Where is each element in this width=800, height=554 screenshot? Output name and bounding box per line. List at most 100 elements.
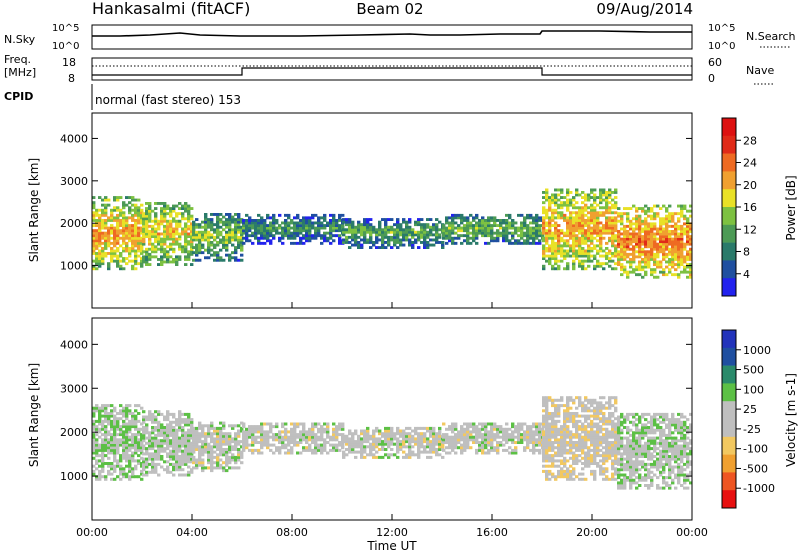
power-echo-cell — [338, 239, 342, 243]
power-echo-cell — [154, 245, 158, 249]
power-echo-cell — [151, 219, 155, 223]
power-echo-cell — [605, 208, 609, 212]
power-echo-cell — [538, 239, 542, 243]
power-echo-cell — [632, 204, 636, 208]
power-echo-cell — [375, 230, 379, 234]
velocity-echo-cell — [563, 472, 567, 476]
velocity-echo-cell — [181, 457, 185, 461]
power-echo-cell — [293, 234, 297, 238]
velocity-echo-cell — [326, 425, 330, 429]
velocity-echo-cell — [122, 454, 126, 458]
power-echo-cell — [98, 229, 102, 233]
velocity-echo-cell — [323, 427, 327, 431]
power-echo-cell — [342, 218, 346, 221]
power-echo-cell — [245, 219, 249, 222]
power-echo-cell — [222, 235, 226, 239]
power-echo-cell — [602, 254, 606, 258]
velocity-echo-cell — [542, 451, 546, 455]
velocity-echo-cell — [166, 470, 170, 474]
cpid-mode-text: normal (fast stereo) 153 — [95, 93, 241, 107]
power-echo-cell — [650, 214, 654, 218]
velocity-echo-cell — [423, 445, 427, 449]
power-echo-cell — [590, 229, 594, 233]
power-echo-cell — [154, 237, 158, 241]
power-echo-cell — [157, 232, 161, 236]
power-echo-cell — [566, 249, 570, 253]
velocity-echo-cell — [134, 464, 138, 468]
power-echo-cell — [160, 214, 164, 218]
velocity-echo-cell — [125, 427, 129, 431]
velocity-echo-cell — [529, 441, 533, 444]
velocity-echo-cell — [169, 426, 173, 429]
velocity-echo-cell — [181, 462, 185, 466]
power-echo-cell — [122, 236, 126, 240]
power-echo-cell — [632, 252, 636, 256]
velocity-echo-cell — [581, 438, 585, 442]
velocity-echo-cell — [119, 409, 123, 413]
velocity-echo-cell — [231, 424, 235, 428]
power-ylabel: Slant Range [km] — [27, 158, 41, 262]
velocity-echo-cell — [201, 426, 205, 430]
velocity-echo-cell — [314, 443, 318, 447]
velocity-echo-cell — [584, 451, 588, 455]
velocity-echo-cell — [538, 438, 542, 442]
power-echo-cell — [357, 225, 361, 229]
power-echo-cell — [399, 230, 403, 234]
power-colorbar-tick-label: 28 — [743, 134, 757, 147]
velocity-echo-cell — [602, 451, 606, 455]
power-echo-cell — [644, 270, 648, 274]
power-echo-cell — [234, 230, 238, 234]
velocity-echo-cell — [548, 446, 552, 450]
power-echo-cell — [502, 221, 506, 225]
power-echo-cell — [650, 237, 654, 241]
velocity-echo-cell — [384, 442, 388, 446]
velocity-echo-cell — [296, 422, 300, 426]
velocity-echo-cell — [278, 438, 282, 442]
power-echo-cell — [204, 256, 208, 260]
power-echo-cell — [420, 223, 424, 227]
power-echo-cell — [572, 249, 576, 253]
velocity-echo-cell — [157, 426, 161, 429]
power-echo-cell — [201, 251, 205, 255]
velocity-echo-cell — [572, 425, 576, 429]
velocity-echo-cell — [484, 438, 488, 442]
power-echo-cell — [275, 226, 279, 230]
velocity-echo-cell — [207, 429, 211, 433]
power-echo-cell — [308, 216, 312, 220]
power-echo-cell — [545, 254, 549, 258]
velocity-echo-cell — [219, 421, 223, 425]
power-echo-cell — [620, 268, 624, 272]
power-echo-cell — [302, 226, 306, 230]
velocity-echo-cell — [305, 448, 309, 452]
power-echo-cell — [572, 264, 576, 268]
power-echo-cell — [104, 221, 108, 225]
power-echo-cell — [263, 219, 267, 222]
power-echo-cell — [563, 254, 567, 258]
velocity-echo-cell — [125, 406, 129, 410]
power-echo-cell — [198, 241, 202, 244]
velocity-echo-cell — [169, 470, 173, 474]
power-echo-cell — [614, 216, 618, 220]
power-echo-cell — [284, 221, 288, 225]
velocity-echo-cell — [125, 459, 129, 463]
velocity-echo-cell — [360, 450, 364, 454]
power-echo-cell — [551, 196, 555, 199]
power-echo-cell — [566, 203, 570, 207]
power-echo-cell — [92, 219, 96, 222]
power-echo-cell — [626, 245, 630, 249]
power-echo-cell — [122, 221, 126, 225]
velocity-echo-cell — [599, 441, 603, 444]
power-echo-cell — [116, 264, 120, 268]
power-echo-cell — [237, 243, 241, 247]
power-echo-cell — [683, 247, 687, 251]
velocity-echo-cell — [181, 460, 185, 464]
power-echo-cell — [493, 216, 497, 220]
power-echo-cell — [142, 235, 146, 238]
power-echo-cell — [529, 234, 533, 238]
power-echo-cell — [460, 226, 464, 230]
power-echo-cell — [638, 245, 642, 249]
velocity-echo-cell — [166, 433, 170, 437]
power-echo-cell — [175, 240, 179, 244]
power-echo-cell — [228, 223, 232, 227]
power-echo-cell — [216, 215, 220, 219]
